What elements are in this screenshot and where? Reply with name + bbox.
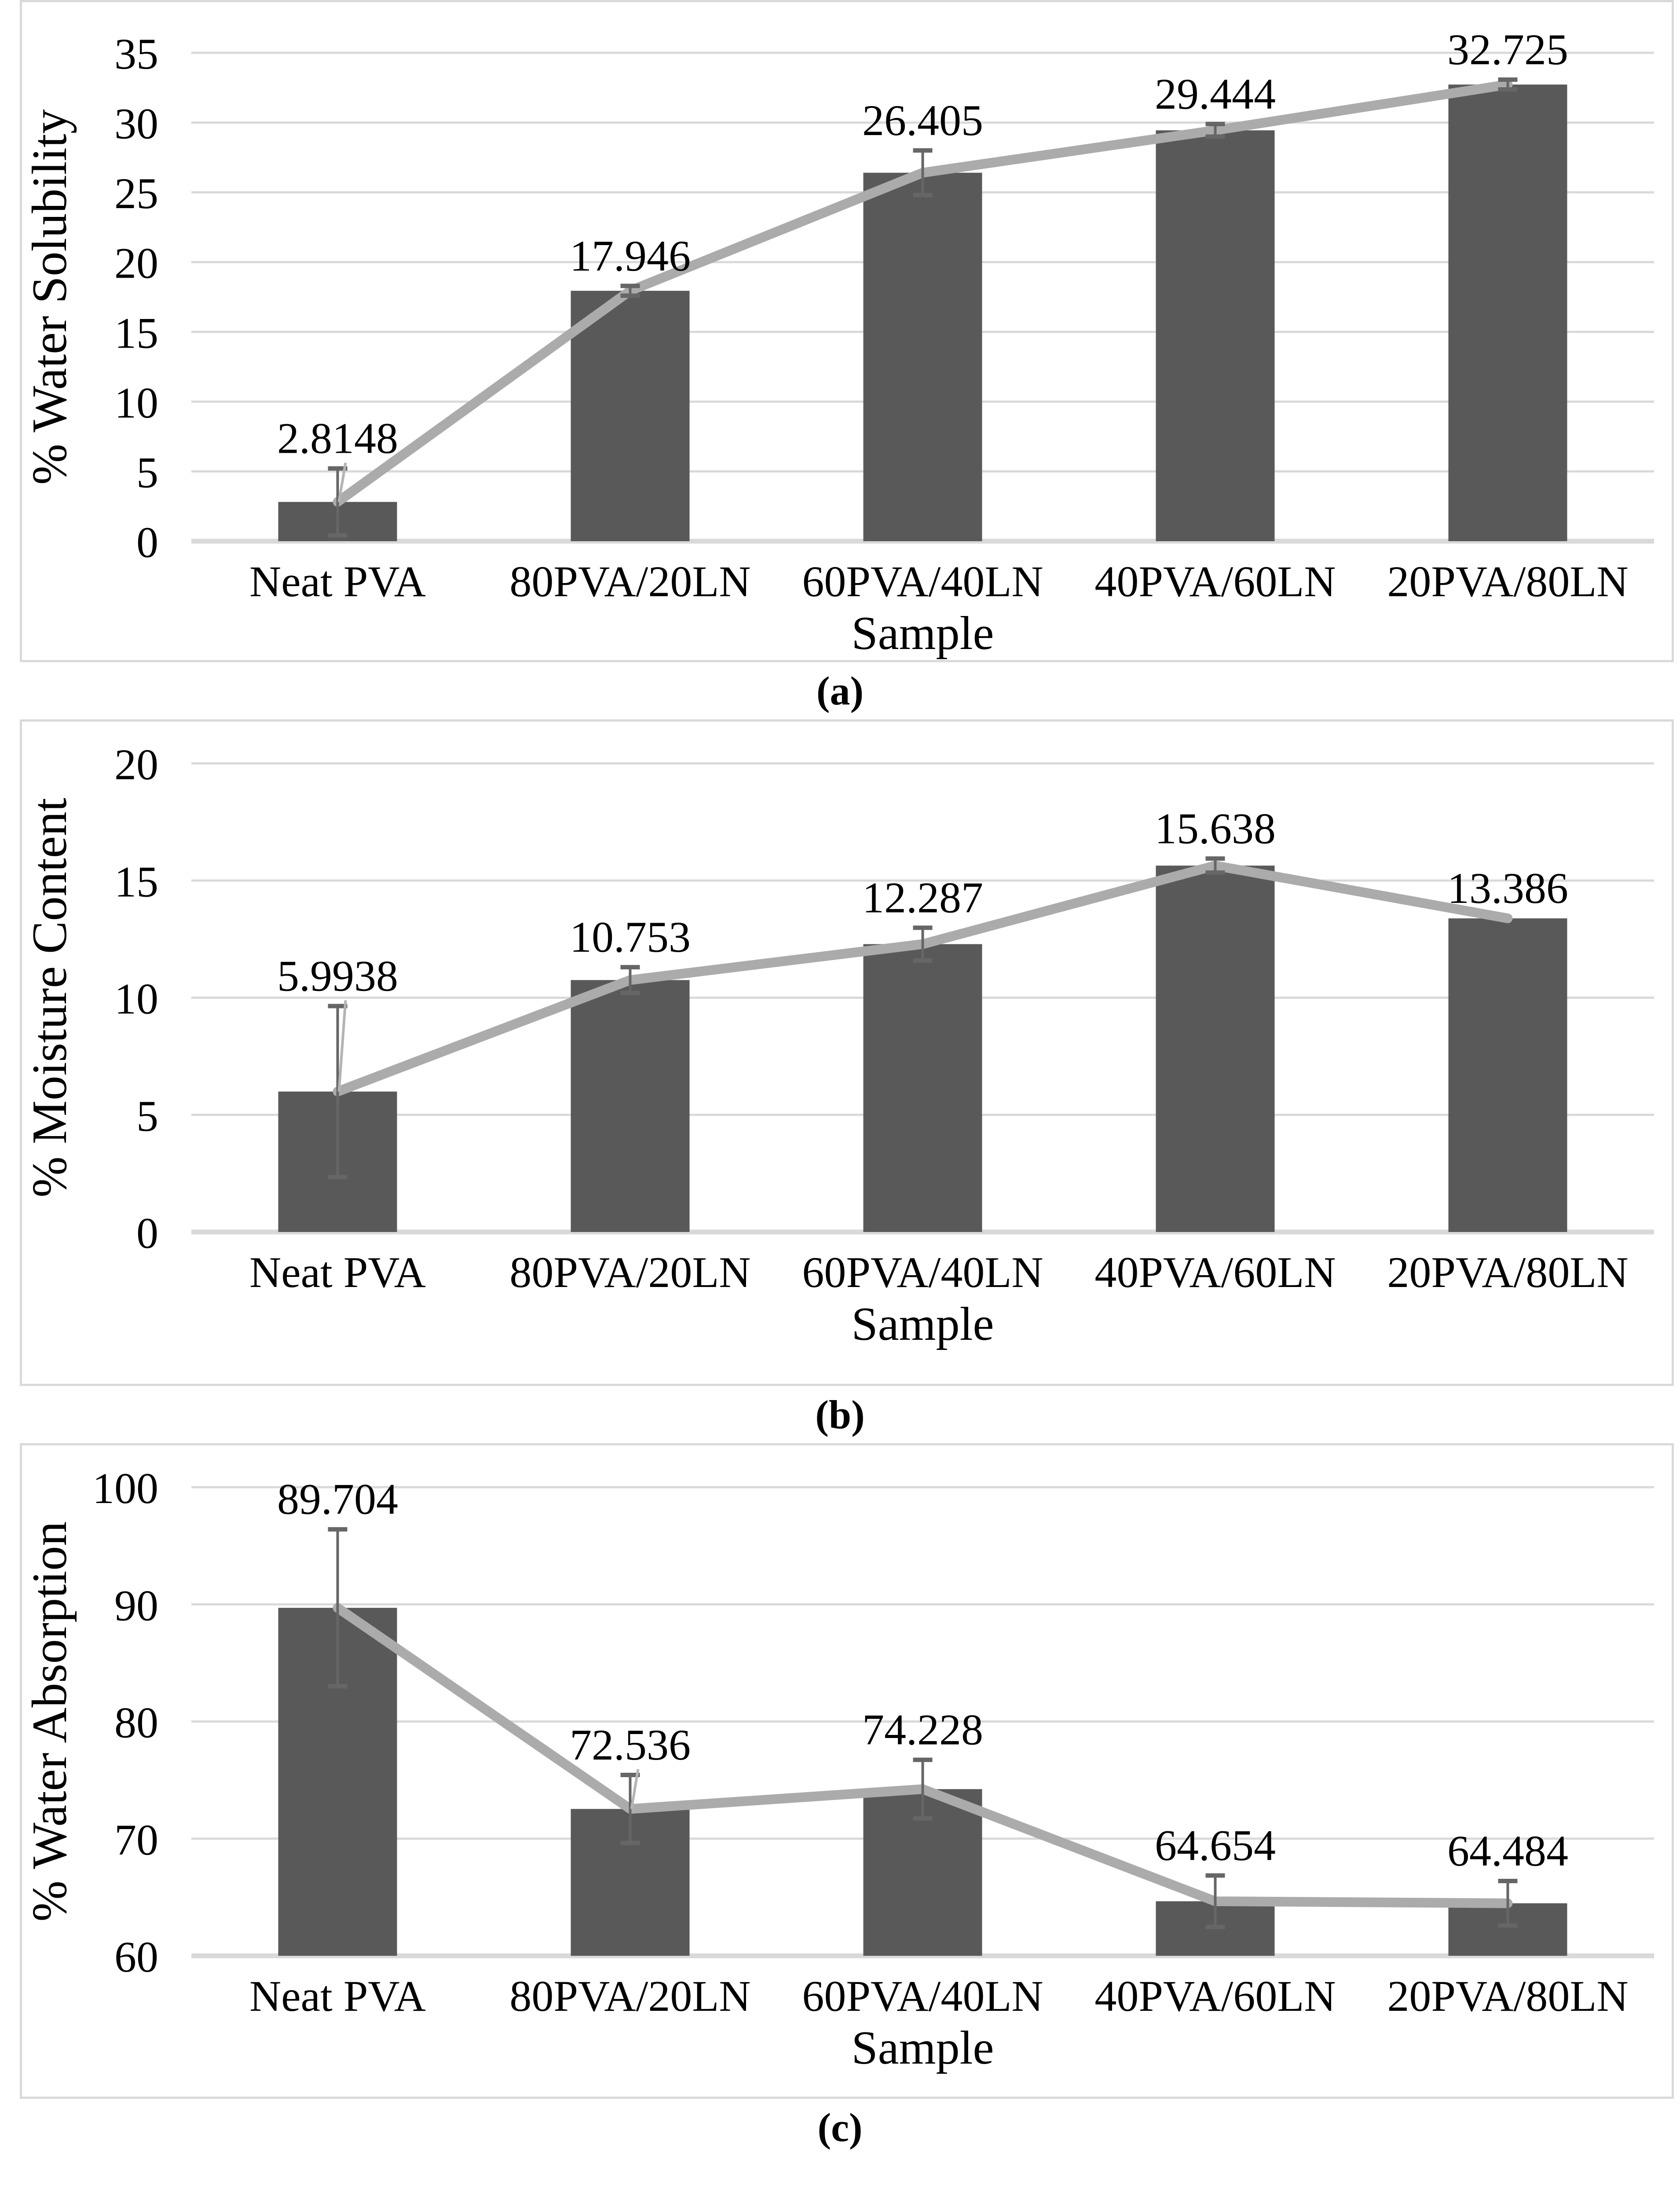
data-label: 17.946 [570, 231, 691, 280]
y-axis-title: % Water Solubility [22, 109, 77, 485]
y-tick-label: 15 [114, 308, 158, 357]
x-category-label: 80PVA/20LN [509, 1972, 750, 2020]
y-tick-label: 25 [114, 169, 158, 218]
data-label: 64.654 [1155, 1821, 1276, 1870]
label-leader-line [337, 1000, 347, 1092]
x-category-label: 80PVA/20LN [509, 1248, 750, 1297]
y-tick-label: 15 [114, 857, 158, 906]
chart-a-water-solubility: 35 30 25 20 15 10 5 0 2.8148 17.946 26.405 29.444 32… [22, 25, 1654, 660]
y-tick-label: 30 [114, 99, 158, 148]
data-label: 29.444 [1155, 70, 1276, 118]
x-category-label: Neat PVA [249, 557, 426, 606]
data-label: 10.753 [570, 913, 691, 961]
y-tick-label: 60 [114, 1932, 158, 1981]
data-label: 5.9938 [277, 951, 398, 1000]
y-tick-label: 35 [114, 29, 158, 78]
x-category-label: 20PVA/80LN [1387, 1972, 1628, 2020]
x-category-label: 20PVA/80LN [1387, 557, 1628, 606]
bar [1448, 84, 1567, 541]
label-leader-line [337, 462, 347, 502]
chart-c-water-absorption: 100 90 80 70 60 89.704 72.536 74.228 64.654 64.48… [22, 1464, 1654, 2074]
data-label: 2.8148 [277, 414, 398, 463]
chart-b-moisture-content: 20 15 10 5 0 5.9938 10.753 12.287 15.638 13.386 Ne… [22, 740, 1654, 1350]
x-category-label: 40PVA/60LN [1094, 1248, 1336, 1297]
y-tick-label: 10 [114, 378, 158, 427]
y-tick-label: 70 [114, 1815, 158, 1864]
data-label: 26.405 [862, 96, 983, 145]
data-label: 74.228 [862, 1705, 983, 1754]
y-axis-title: % Moisture Content [22, 798, 77, 1197]
chart-b-panel: 20 15 10 5 0 5.9938 10.753 12.287 15.638 13.386 Ne… [20, 719, 1674, 1386]
caption-a-label: (a) [816, 668, 864, 713]
label-leader-line [630, 1769, 640, 1809]
chart-c-panel: 100 90 80 70 60 89.704 72.536 74.228 64.654 64.48… [20, 1443, 1674, 2099]
caption-b: (b) [0, 1386, 1680, 1443]
bar [863, 172, 982, 541]
bar [571, 980, 690, 1232]
x-axis-title: Sample [852, 607, 994, 660]
x-category-label: Neat PVA [249, 1248, 426, 1297]
y-tick-label: 20 [114, 740, 158, 789]
data-label: 89.704 [277, 1475, 398, 1524]
bar [863, 944, 982, 1232]
y-tick-label: 80 [114, 1698, 158, 1747]
x-axis-title: Sample [852, 2022, 994, 2074]
y-tick-label: 90 [114, 1581, 158, 1630]
caption-c-label: (c) [817, 2105, 863, 2150]
bar [1448, 918, 1567, 1232]
data-label: 12.287 [862, 873, 983, 922]
x-axis-title: Sample [852, 1298, 994, 1350]
x-category-label: 40PVA/60LN [1094, 1972, 1336, 2020]
bar [571, 290, 690, 541]
y-tick-label: 5 [136, 448, 158, 497]
x-category-label: 60PVA/40LN [802, 557, 1043, 606]
data-label: 15.638 [1155, 804, 1276, 853]
x-category-label: 60PVA/40LN [802, 1972, 1043, 2020]
data-label: 72.536 [570, 1720, 691, 1769]
data-label: 32.725 [1447, 25, 1568, 74]
data-label: 64.484 [1447, 1826, 1568, 1875]
caption-b-label: (b) [815, 1392, 865, 1437]
bar [1156, 865, 1275, 1232]
chart-a-panel: 35 30 25 20 15 10 5 0 2.8148 17.946 26.405 29.444 32… [20, 0, 1674, 662]
y-tick-label: 5 [136, 1092, 158, 1140]
x-category-label: 80PVA/20LN [509, 557, 750, 606]
caption-c: (c) [0, 2099, 1680, 2156]
x-category-label: 20PVA/80LN [1387, 1248, 1628, 1297]
y-tick-label: 0 [136, 1209, 158, 1258]
y-tick-label: 10 [114, 975, 158, 1023]
x-category-label: 40PVA/60LN [1094, 557, 1336, 606]
x-category-label: Neat PVA [249, 1972, 426, 2020]
data-label: 13.386 [1447, 864, 1568, 913]
bar [1156, 130, 1275, 541]
y-axis-title: % Water Absorption [22, 1522, 77, 1922]
y-tick-label: 20 [114, 239, 158, 288]
caption-a: (a) [0, 662, 1680, 719]
y-tick-label: 100 [92, 1464, 158, 1513]
x-category-label: 60PVA/40LN [802, 1248, 1043, 1297]
y-tick-label: 0 [136, 518, 158, 567]
